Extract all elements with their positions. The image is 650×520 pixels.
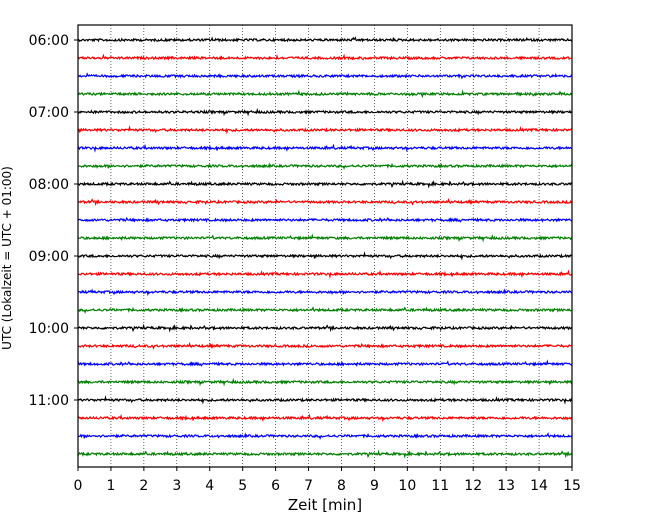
x-tick-label: 12 (464, 478, 482, 494)
y-tick-label: 09:00 (29, 249, 69, 265)
y-tick-label: 08:00 (29, 177, 69, 193)
x-tick-label: 1 (106, 478, 115, 494)
trace-0900 (77, 251, 573, 261)
y-tick-label: 06:00 (29, 33, 69, 49)
trace-1130 (77, 432, 573, 440)
trace-0945 (77, 306, 573, 314)
y-tick-label: 11:00 (29, 393, 69, 409)
trace-0845 (77, 233, 573, 243)
y-tick-label: 10:00 (29, 321, 69, 337)
trace-1015 (77, 341, 573, 350)
trace-0745 (77, 162, 573, 170)
trace-1000 (77, 323, 573, 333)
y-axis-label: UTC (Lokalzeit = UTC + 01:00) (0, 166, 14, 350)
trace-0630 (77, 72, 573, 80)
trace-0930 (78, 288, 573, 297)
x-axis-label: Zeit [min] (288, 496, 362, 514)
trace-0830 (77, 216, 573, 223)
x-tick-label: 7 (304, 478, 313, 494)
x-tick-label: 5 (238, 478, 247, 494)
trace-0600 (77, 36, 573, 43)
trace-1145 (77, 449, 573, 459)
trace-1045 (77, 377, 573, 387)
x-tick-label: 15 (563, 478, 581, 494)
x-tick-label: 10 (398, 478, 416, 494)
plot-frame (77, 24, 573, 468)
x-tick-label: 9 (370, 478, 379, 494)
x-tick-label: 0 (74, 478, 83, 494)
trace-0645 (77, 89, 573, 99)
trace-0815 (77, 197, 573, 207)
trace-1115 (77, 413, 573, 423)
trace-group (77, 36, 573, 459)
trace-0715 (77, 125, 573, 135)
trace-1100 (77, 395, 573, 405)
trace-0700 (77, 107, 573, 117)
x-tick-label: 4 (205, 478, 214, 494)
y-tick-label: 07:00 (29, 105, 69, 121)
x-tick-label: 8 (337, 478, 346, 494)
trace-0915 (77, 269, 573, 279)
trace-0800 (77, 179, 573, 189)
x-tick-label: 13 (497, 478, 515, 494)
x-tick-label: 11 (431, 478, 449, 494)
trace-1030 (77, 359, 573, 368)
trace-0615 (77, 53, 573, 61)
x-tick-label: 3 (172, 478, 181, 494)
y-axis-ticks: 06:00 07:00 08:00 09:00 10:00 11:00 (29, 33, 78, 409)
x-axis-ticks: 0 1 2 3 4 5 6 7 8 9 10 11 12 13 14 15 (74, 467, 581, 494)
x-tick-label: 2 (139, 478, 148, 494)
x-tick-label: 14 (530, 478, 548, 494)
x-tick-label: 6 (271, 478, 280, 494)
trace-0730 (77, 143, 573, 153)
